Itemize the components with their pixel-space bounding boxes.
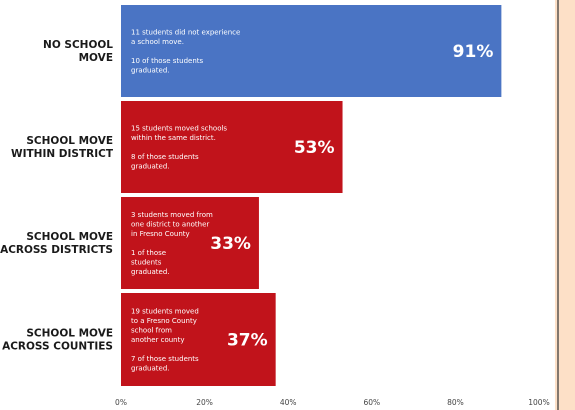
bar-annotation-3: 19 students moved to a Fresno County schoo… bbox=[131, 307, 199, 372]
x-tick-label: 20% bbox=[196, 398, 213, 407]
bar-annotation-line: a school move. bbox=[131, 38, 184, 46]
bar-annotation-line: within the same district. bbox=[131, 134, 216, 142]
bar-annotation-line: 8 of those students bbox=[131, 153, 199, 161]
bar-annotation-line: to a Fresno County bbox=[131, 317, 197, 325]
bar-annotation-line: students bbox=[131, 258, 162, 266]
bar-annotation-line: 11 students did not experience bbox=[131, 28, 240, 36]
category-label-line: WITHIN DISTRICT bbox=[11, 148, 114, 160]
bar-annotation-line: graduated. bbox=[131, 268, 170, 276]
category-label-line: MOVE bbox=[79, 52, 113, 64]
bar-annotation-0: 11 students did not experience a school m… bbox=[131, 28, 240, 74]
category-label-line: SCHOOL MOVE bbox=[26, 328, 113, 340]
x-tick-label: 80% bbox=[447, 398, 464, 407]
bar-annotation-line: in Fresno County bbox=[131, 230, 190, 238]
bar-annotation-line: graduated. bbox=[131, 162, 170, 170]
bar-annotation-line: one district to another bbox=[131, 220, 209, 228]
bar-annotation-1: 15 students moved schools within the same… bbox=[131, 124, 227, 170]
category-label-line: NO SCHOOL bbox=[43, 39, 113, 51]
bar-annotation-line: another county bbox=[131, 336, 185, 344]
bar-annotation-line: graduated. bbox=[131, 364, 170, 372]
bar-0 bbox=[121, 5, 502, 97]
bar-annotation-line: 15 students moved schools bbox=[131, 124, 227, 132]
bar-annotation-line: 3 students moved from bbox=[131, 211, 213, 219]
category-label-1: SCHOOL MOVE WITHIN DISTRICT bbox=[11, 135, 114, 160]
bar-annotation-line: 7 of those students bbox=[131, 355, 199, 363]
value-label-0: 91% bbox=[453, 42, 494, 62]
category-label-line: ACROSS DISTRICTS bbox=[0, 244, 113, 256]
bar-annotation-line: 19 students moved bbox=[131, 307, 199, 315]
bar-annotation-2: 3 students moved from one district to ano… bbox=[131, 211, 213, 276]
value-label-2: 33% bbox=[210, 234, 251, 254]
category-label-line: ACROSS COUNTIES bbox=[2, 341, 113, 353]
category-label-2: SCHOOL MOVE ACROSS DISTRICTS bbox=[0, 231, 113, 256]
bar-3 bbox=[121, 293, 276, 386]
x-tick-label: 40% bbox=[280, 398, 297, 407]
value-label-1: 53% bbox=[294, 138, 335, 158]
bar-1 bbox=[121, 101, 343, 193]
x-tick-label: 60% bbox=[363, 398, 380, 407]
category-label-line: SCHOOL MOVE bbox=[26, 231, 113, 243]
bar-2 bbox=[121, 197, 259, 289]
bar-annotation-line: 1 of those bbox=[131, 249, 166, 257]
category-label-0: NO SCHOOL MOVE bbox=[43, 39, 113, 64]
value-label-3: 37% bbox=[227, 331, 268, 351]
category-label-3: SCHOOL MOVE ACROSS COUNTIES bbox=[2, 328, 113, 353]
side-panel bbox=[555, 0, 575, 410]
bar-annotation-line: school from bbox=[131, 326, 172, 334]
x-tick-label: 0% bbox=[115, 398, 127, 407]
x-tick-label: 100% bbox=[528, 398, 549, 407]
category-label-line: SCHOOL MOVE bbox=[26, 135, 113, 147]
bar-annotation-line: 10 of those students bbox=[131, 57, 204, 65]
bar-annotation-line: graduated. bbox=[131, 66, 170, 74]
